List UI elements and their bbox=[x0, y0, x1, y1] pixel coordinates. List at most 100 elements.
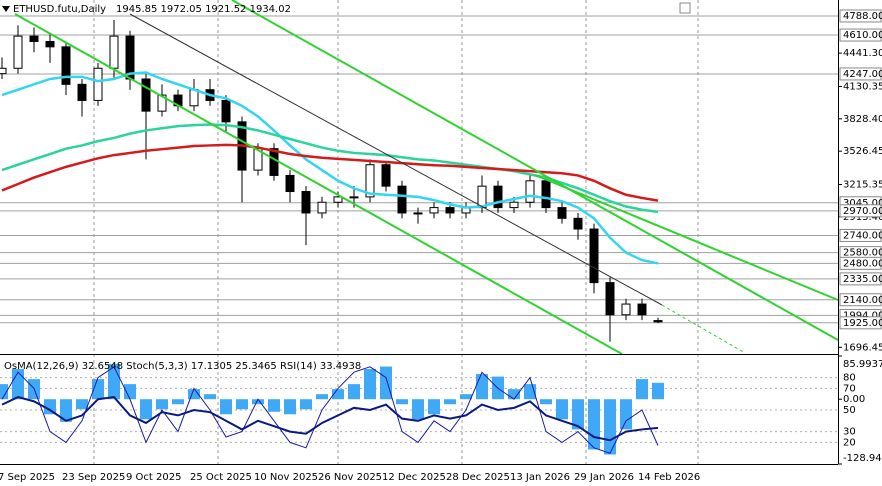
candle-body bbox=[637, 303, 647, 316]
x-tick-label: 25 Oct 2025 bbox=[190, 472, 252, 483]
ohlc-header: 1945.85 1972.05 1921.52 1934.02 bbox=[116, 4, 291, 15]
y-tick-label: 3526.45 bbox=[843, 146, 882, 157]
candle-body bbox=[381, 164, 391, 187]
candle-body bbox=[29, 35, 39, 42]
candle-body bbox=[621, 303, 631, 316]
osc-tick-label: 50 bbox=[843, 405, 856, 416]
candle-body bbox=[541, 180, 551, 209]
level-box bbox=[839, 28, 882, 42]
osc-tick-label: 20 bbox=[843, 437, 856, 448]
x-tick-label: 12 Dec 2025 bbox=[382, 472, 446, 483]
osma-bar bbox=[652, 382, 664, 400]
candle-body bbox=[509, 201, 519, 209]
osma-bar bbox=[636, 379, 648, 400]
candle-body bbox=[61, 46, 71, 85]
osma-bar bbox=[156, 399, 168, 410]
osma-bar bbox=[364, 369, 376, 400]
candle-body bbox=[77, 83, 87, 101]
level-label: 2140.00 bbox=[843, 295, 882, 306]
level-label: 2480.00 bbox=[843, 258, 882, 269]
osma-bar bbox=[140, 399, 152, 420]
chart-title: ETHUSD.futu,Daily bbox=[13, 4, 106, 15]
osma-bar bbox=[92, 379, 104, 400]
osma-bar bbox=[572, 399, 584, 430]
osma-bar bbox=[556, 399, 568, 420]
candle-body bbox=[317, 201, 327, 214]
osma-bar bbox=[444, 399, 456, 405]
candle-body bbox=[141, 78, 151, 112]
level-box bbox=[839, 272, 882, 286]
candle-body bbox=[445, 207, 455, 214]
moving-average bbox=[1, 71, 659, 265]
osma-bar bbox=[60, 399, 72, 422]
candle-body bbox=[429, 207, 439, 214]
level-box bbox=[839, 67, 882, 81]
level-label: 2580.00 bbox=[843, 248, 882, 259]
osma-bar bbox=[428, 399, 440, 415]
osma-bar bbox=[508, 389, 520, 400]
candle-body bbox=[397, 185, 407, 214]
trend-line bbox=[231, 0, 839, 341]
candle-body bbox=[413, 212, 423, 215]
osma-bar bbox=[604, 399, 616, 455]
x-tick-label: 14 Feb 2026 bbox=[638, 472, 700, 483]
osma-bar bbox=[476, 374, 488, 400]
stoch-line bbox=[1, 366, 659, 454]
marks bbox=[0, 20, 664, 455]
moving-average bbox=[1, 143, 659, 202]
indicator-title: OsMA(12,26,9) 32.6548 Stoch(5,3,3) 17.13… bbox=[4, 361, 361, 372]
levels bbox=[0, 15, 838, 443]
level-label: 4788.00 bbox=[843, 11, 882, 22]
x-tick-label: 9 Oct 2025 bbox=[126, 472, 181, 483]
osma-bar bbox=[460, 394, 472, 400]
y-tick-label: 1696.45 bbox=[843, 342, 882, 353]
osma-bar bbox=[300, 399, 312, 410]
candle-body bbox=[557, 207, 567, 219]
osma-bar bbox=[268, 399, 280, 412]
candle-body bbox=[301, 191, 311, 214]
level-box bbox=[839, 293, 882, 307]
x-tick-label: 29 Jan 2026 bbox=[574, 472, 634, 483]
x-tick-label: 10 Nov 2025 bbox=[254, 472, 318, 483]
candle-body bbox=[0, 67, 7, 75]
level-label: 4247.00 bbox=[843, 69, 882, 80]
y-tick-label: 4441.30 bbox=[843, 48, 882, 59]
candle-body bbox=[93, 67, 103, 101]
y-tick-label: 3828.40 bbox=[843, 114, 882, 125]
menu-arrow[interactable] bbox=[2, 6, 10, 12]
osma-bar bbox=[76, 399, 88, 410]
y-tick-label: 2913.40 bbox=[843, 212, 882, 223]
osma-bar bbox=[236, 399, 248, 410]
level-box bbox=[839, 228, 882, 242]
candle-body bbox=[285, 174, 295, 193]
osma-bar bbox=[540, 399, 552, 405]
osma-bar bbox=[380, 366, 392, 400]
level-label: 2740.00 bbox=[843, 230, 882, 241]
x-tick-label: 23 Sep 2025 bbox=[62, 472, 125, 483]
trend-lines bbox=[14, 0, 839, 355]
osc-tick-label: 80 bbox=[843, 373, 856, 384]
level-box bbox=[839, 9, 882, 23]
level-box bbox=[839, 256, 882, 270]
candle-body bbox=[573, 217, 583, 230]
y-tick-label: 3215.35 bbox=[843, 180, 882, 191]
osma-bar bbox=[220, 399, 232, 415]
candle-body bbox=[333, 196, 343, 203]
osma-bar bbox=[188, 389, 200, 400]
candle-body bbox=[45, 40, 55, 48]
osma-bar bbox=[332, 389, 344, 400]
trend-line bbox=[129, 13, 663, 306]
osma-bar bbox=[124, 384, 136, 400]
candle-body bbox=[493, 185, 503, 209]
window-button[interactable] bbox=[679, 2, 691, 14]
level-label: 1925.00 bbox=[843, 318, 882, 329]
osma-tick-label: -128.946 bbox=[843, 453, 882, 464]
level-label: 2970.00 bbox=[843, 206, 882, 217]
candle-body bbox=[589, 228, 599, 284]
osma-tick-label: 85.9937 bbox=[843, 359, 882, 370]
candle-body bbox=[221, 99, 231, 123]
candle-body bbox=[189, 89, 199, 107]
osma-bar bbox=[284, 399, 296, 415]
trend-line bbox=[534, 174, 839, 301]
